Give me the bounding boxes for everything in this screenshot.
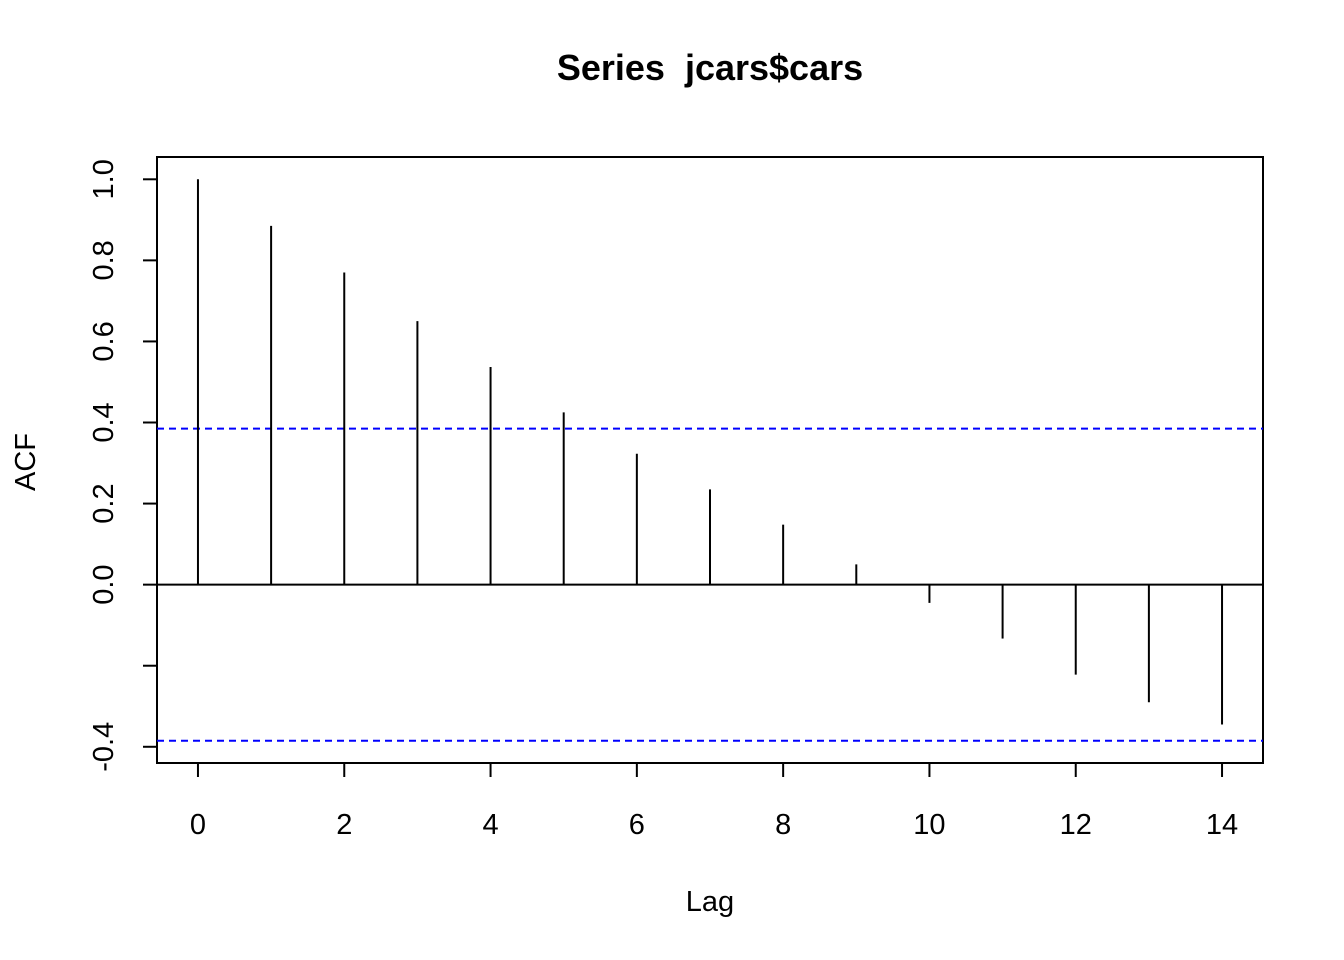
y-axis: -0.4 0.0 0.2 0.4 0.6 0.8 1.0 <box>88 159 157 772</box>
x-tick-label: 10 <box>913 809 945 841</box>
y-tick-label: 1.0 <box>88 159 120 199</box>
x-tick-label: 6 <box>629 809 645 841</box>
y-tick-label: -0.4 <box>88 722 120 772</box>
x-tick-label: 4 <box>482 809 498 841</box>
x-tick-label: 8 <box>775 809 791 841</box>
x-tick-label: 0 <box>190 809 206 841</box>
plot-frame <box>156 156 1264 764</box>
x-axis-label: Lag <box>686 886 734 918</box>
chart-title: Series jcars$cars <box>557 47 863 88</box>
x-tick-label: 2 <box>336 809 352 841</box>
y-axis-label: ACF <box>10 433 42 491</box>
y-tick-label: 0.0 <box>88 564 120 604</box>
y-tick-label: 0.4 <box>88 402 120 442</box>
y-tick-label: 0.8 <box>88 240 120 280</box>
x-axis: 0 2 4 6 8 10 12 14 <box>190 763 1238 841</box>
x-tick-label: 12 <box>1060 809 1092 841</box>
y-tick-label: 0.6 <box>88 321 120 361</box>
y-tick-label: 0.2 <box>88 483 120 523</box>
acf-spikes <box>196 179 1224 725</box>
x-tick-label: 14 <box>1206 809 1238 841</box>
